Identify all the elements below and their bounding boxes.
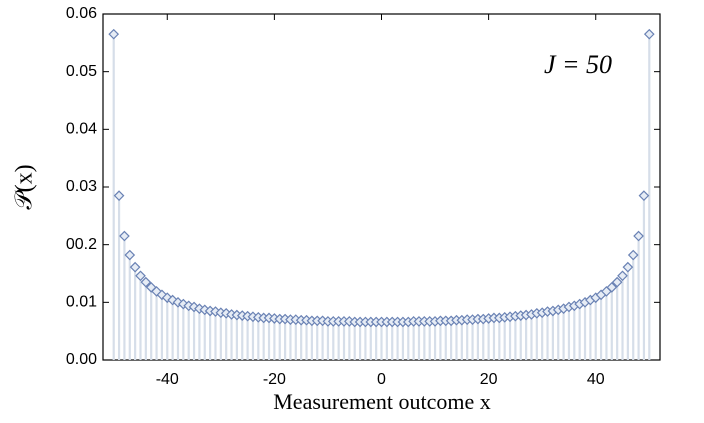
x-tick-label: -20 — [263, 371, 286, 388]
marker — [145, 281, 157, 293]
y-tick-label: 0.06 — [66, 5, 97, 22]
marker — [188, 301, 200, 313]
marker — [124, 249, 136, 261]
y-tick-label: 0.03 — [66, 178, 97, 195]
marker — [627, 249, 639, 261]
marker — [177, 298, 189, 310]
y-tick-label: 0.05 — [66, 63, 97, 80]
marker — [606, 281, 618, 293]
marker — [113, 190, 125, 201]
y-tick-label: 00.2 — [66, 236, 97, 253]
marker — [119, 230, 130, 242]
x-tick-label: 20 — [480, 371, 498, 388]
marker — [638, 190, 650, 201]
y-axis-label: 𝒫(x) — [12, 164, 38, 209]
marker — [622, 261, 634, 273]
x-tick-label: -40 — [156, 371, 179, 388]
marker — [167, 294, 178, 306]
marker — [129, 261, 141, 273]
marker — [135, 270, 146, 282]
marker — [151, 286, 162, 297]
x-tick-label: 40 — [587, 371, 605, 388]
marker — [617, 270, 628, 282]
marker — [633, 230, 644, 242]
y-tick-label: 0.01 — [66, 294, 97, 311]
y-tick-label: 0.00 — [66, 351, 97, 368]
x-tick-label: 0 — [377, 371, 386, 388]
x-axis-label: Measurement outcome x — [273, 389, 491, 414]
marker — [108, 28, 120, 40]
annotation: J = 50 — [544, 50, 612, 79]
y-tick-label: 0.04 — [66, 121, 97, 138]
marker — [140, 276, 152, 288]
marker — [611, 276, 623, 288]
marker — [643, 28, 655, 40]
